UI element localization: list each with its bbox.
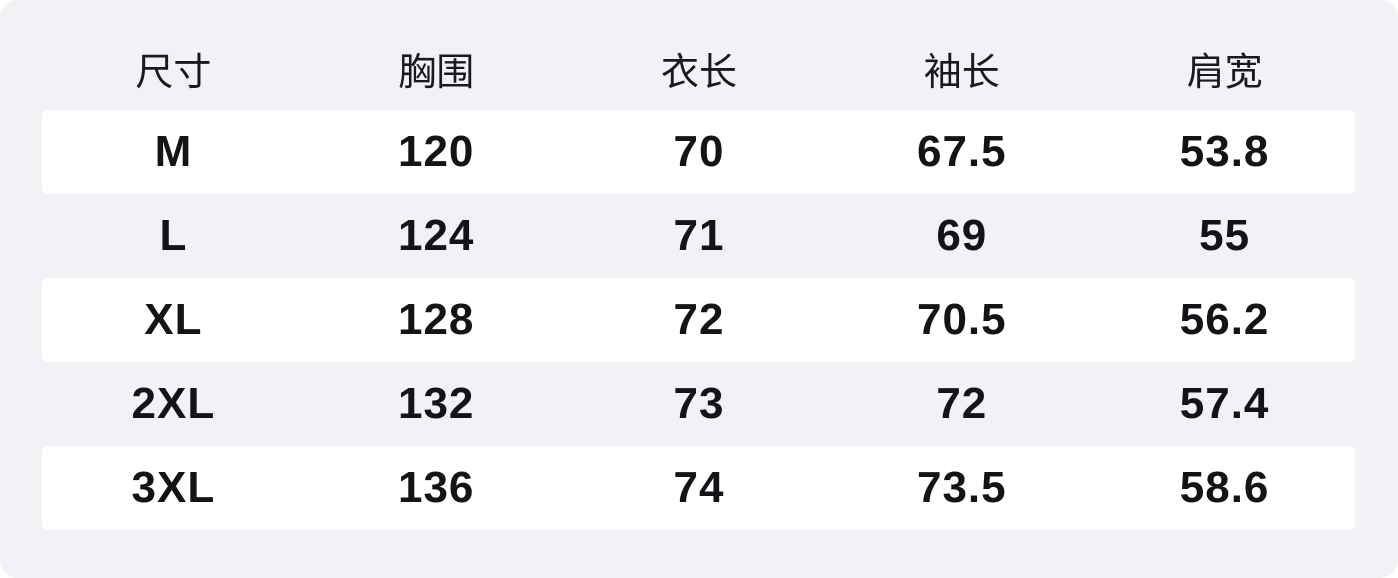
sleeve-value: 67.5 xyxy=(916,127,1007,176)
length-value: 71 xyxy=(673,211,725,260)
column-header-shoulder: 肩宽 xyxy=(1186,51,1263,94)
size-label: 3XL xyxy=(131,463,216,512)
size-label: 2XL xyxy=(131,379,216,428)
table-row-2xl: 2XL 132 73 72 57.4 xyxy=(0,362,1398,446)
shoulder-value: 57.4 xyxy=(1179,379,1270,428)
column-header-size: 尺寸 xyxy=(135,51,212,94)
shoulder-value: 55 xyxy=(1199,211,1251,260)
length-value: 74 xyxy=(673,463,725,512)
table-row-3xl: 3XL 136 74 73.5 58.6 xyxy=(0,446,1398,530)
size-label: M xyxy=(154,127,193,176)
sleeve-value: 72 xyxy=(936,379,988,428)
column-header-sleeve: 袖长 xyxy=(923,51,1000,94)
chest-value: 128 xyxy=(397,295,475,344)
size-label: XL xyxy=(144,295,203,344)
size-label: L xyxy=(159,211,188,260)
sleeve-value: 73.5 xyxy=(916,463,1007,512)
column-header-length: 衣长 xyxy=(660,51,737,94)
length-value: 70 xyxy=(673,127,725,176)
chest-value: 136 xyxy=(397,463,475,512)
table-row-xl: XL 128 72 70.5 56.2 xyxy=(0,278,1398,362)
shoulder-value: 53.8 xyxy=(1179,127,1270,176)
column-header-chest: 胸围 xyxy=(398,51,475,94)
sleeve-value: 70.5 xyxy=(916,295,1007,344)
chest-value: 124 xyxy=(397,211,475,260)
sleeve-value: 69 xyxy=(936,211,988,260)
table-row-m: M 120 70 67.5 53.8 xyxy=(0,110,1398,194)
shoulder-value: 56.2 xyxy=(1179,295,1270,344)
length-value: 72 xyxy=(673,295,725,344)
table-header-row: 尺寸 胸围 衣长 袖长 肩宽 xyxy=(0,26,1398,110)
table-row-l: L 124 71 69 55 xyxy=(0,194,1398,278)
chest-value: 132 xyxy=(397,379,475,428)
size-chart-table: 尺寸 胸围 衣长 袖长 肩宽 M 120 70 67.5 53.8 L 124 … xyxy=(0,26,1398,530)
length-value: 73 xyxy=(673,379,725,428)
chest-value: 120 xyxy=(397,127,475,176)
shoulder-value: 58.6 xyxy=(1179,463,1270,512)
